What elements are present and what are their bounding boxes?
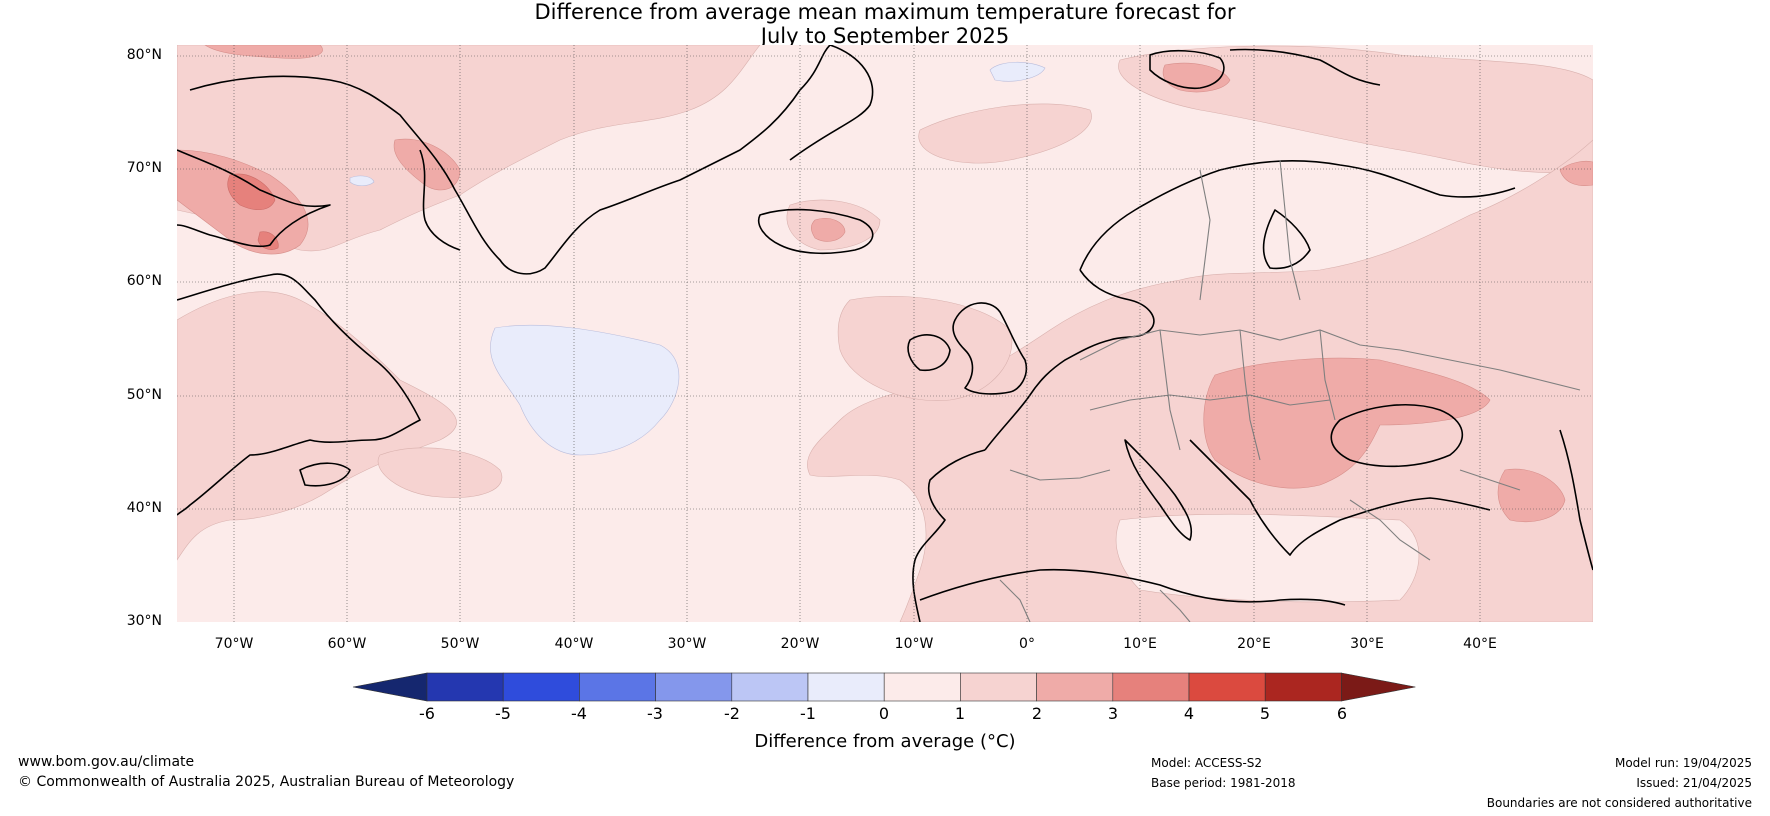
lon-label-20w: 20°W <box>780 636 820 652</box>
lon-label-0: 0° <box>1019 636 1035 652</box>
footer-copyright: © Commonwealth of Australia 2025, Austra… <box>18 774 515 790</box>
footer-website: www.bom.gov.au/climate <box>18 754 195 770</box>
colorbar-extend-low <box>352 672 428 702</box>
colorbar-tick: 6 <box>1336 704 1348 723</box>
lon-label-70w: 70°W <box>214 636 254 652</box>
colorbar-tick: 3 <box>1107 704 1119 723</box>
colorbar-swatch <box>1112 672 1190 702</box>
lon-label-20e: 20°E <box>1237 636 1271 652</box>
coastlines <box>177 45 1593 622</box>
footer-base-period: Base period: 1981-2018 <box>1151 776 1296 790</box>
footer-model: Model: ACCESS-S2 <box>1151 756 1263 770</box>
colorbar-swatch <box>502 672 580 702</box>
lat-label-80n: 80°N <box>126 47 162 63</box>
lat-label-60n: 60°N <box>126 273 162 289</box>
lon-label-10e: 10°E <box>1123 636 1157 652</box>
colorbar-tick: 5 <box>1259 704 1271 723</box>
lat-label-70n: 70°N <box>126 160 162 176</box>
colorbar-extend-high <box>1341 672 1416 702</box>
colorbar-tick: -4 <box>571 704 587 723</box>
footer-issued: Issued: 21/04/2025 <box>1636 776 1752 790</box>
lon-label-40w: 40°W <box>554 636 594 652</box>
country-borders <box>999 159 1581 622</box>
colorbar-swatch <box>883 672 961 702</box>
gridlines <box>177 45 1593 622</box>
colorbar-swatch <box>1264 672 1342 702</box>
colorbar-swatch <box>960 672 1037 702</box>
colorbar-swatch <box>731 672 809 702</box>
anomaly-3-4-regions <box>227 173 279 250</box>
colorbar-tick: -2 <box>724 704 740 723</box>
lon-label-10w: 10°W <box>894 636 934 652</box>
colorbar-swatch <box>1036 672 1114 702</box>
lon-label-40e: 40°E <box>1463 636 1497 652</box>
lon-label-60w: 60°W <box>327 636 367 652</box>
lon-label-50w: 50°W <box>440 636 480 652</box>
colorbar-tick: -3 <box>647 704 663 723</box>
colorbar-tick: 0 <box>878 704 890 723</box>
colorbar-swatch <box>426 672 504 702</box>
title-line-2: July to September 2025 <box>760 24 1010 48</box>
colorbar-tick: 4 <box>1183 704 1195 723</box>
footer-disclaimer: Boundaries are not considered authoritat… <box>1486 796 1752 810</box>
lon-label-30e: 30°E <box>1350 636 1384 652</box>
lat-label-40n: 40°N <box>126 500 162 516</box>
colorbar-tick: -6 <box>419 704 435 723</box>
colorbar-swatch <box>807 672 885 702</box>
lat-label-50n: 50°N <box>126 387 162 403</box>
colorbar-swatch <box>1188 672 1266 702</box>
colorbar-tick: -5 <box>495 704 511 723</box>
colorbar-tick: 1 <box>954 704 966 723</box>
anomaly-1-2-regions <box>177 45 1593 622</box>
colorbar-swatch <box>655 672 733 702</box>
lon-label-30w: 30°W <box>667 636 707 652</box>
anomaly-negative-regions <box>349 61 1046 456</box>
lat-label-30n: 30°N <box>126 613 162 629</box>
colorbar-label: Difference from average (°C) <box>754 731 1016 752</box>
footer-model-run: Model run: 19/04/2025 <box>1614 756 1752 770</box>
colorbar-tick: 2 <box>1031 704 1043 723</box>
colorbar-swatch <box>579 672 656 702</box>
title-line-1: Difference from average mean maximum tem… <box>534 0 1236 24</box>
colorbar-tick: -1 <box>800 704 816 723</box>
map-title: Difference from average mean maximum tem… <box>0 0 1770 48</box>
